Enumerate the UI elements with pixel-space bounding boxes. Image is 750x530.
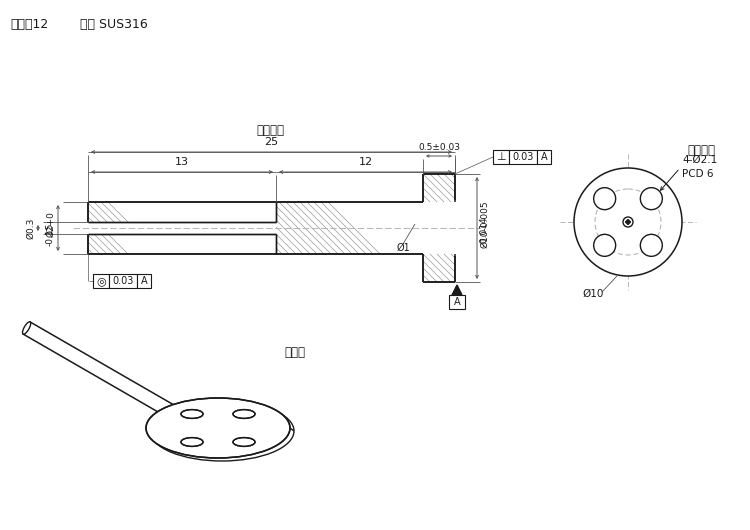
Bar (137, 274, 151, 288)
Text: -0.014: -0.014 (480, 217, 489, 255)
Text: 右側面図: 右側面図 (687, 144, 715, 156)
Bar (109, 274, 137, 288)
Text: 0.03: 0.03 (512, 152, 534, 162)
Text: 0.03: 0.03 (112, 276, 134, 286)
Text: Ø1: Ø1 (396, 243, 410, 253)
Circle shape (623, 217, 633, 227)
Bar (93, 274, 109, 288)
Text: 0.5±0.03: 0.5±0.03 (418, 143, 460, 152)
Text: -0.15: -0.15 (46, 222, 55, 246)
Text: A: A (541, 152, 548, 162)
Text: 4-Ø2.1: 4-Ø2.1 (682, 155, 717, 165)
Text: Ø10-0.005: Ø10-0.005 (480, 200, 489, 248)
Circle shape (594, 234, 616, 257)
Ellipse shape (181, 410, 203, 418)
Ellipse shape (181, 438, 203, 446)
Ellipse shape (22, 322, 31, 334)
Ellipse shape (233, 410, 255, 418)
Bar (493, 150, 509, 164)
Text: 12: 12 (358, 157, 373, 167)
Bar (509, 150, 537, 164)
Ellipse shape (233, 438, 255, 446)
Circle shape (640, 234, 662, 257)
Text: A: A (454, 297, 460, 307)
Ellipse shape (146, 398, 290, 458)
Text: Ø0.3: Ø0.3 (26, 217, 35, 238)
Circle shape (640, 188, 662, 210)
Circle shape (574, 168, 682, 276)
Text: Ø2+0: Ø2+0 (46, 211, 55, 237)
Polygon shape (626, 219, 631, 225)
Text: Ø10: Ø10 (582, 289, 603, 299)
Text: 材質 SUS316: 材質 SUS316 (80, 18, 148, 31)
Text: A: A (141, 276, 147, 286)
Text: PCD 6: PCD 6 (682, 169, 713, 179)
Circle shape (594, 188, 616, 210)
Text: ⊥: ⊥ (496, 152, 506, 162)
Ellipse shape (150, 401, 294, 461)
Text: 25: 25 (265, 137, 278, 147)
Bar (537, 150, 551, 164)
Polygon shape (23, 322, 190, 427)
Polygon shape (452, 285, 462, 295)
Text: 縦断面図: 縦断面図 (256, 123, 284, 137)
Text: 斜視図: 斜視図 (284, 347, 305, 359)
Bar (449, 295, 465, 309)
Text: 製品例12: 製品例12 (10, 18, 48, 31)
Text: ◎: ◎ (96, 276, 106, 286)
Text: 13: 13 (175, 157, 189, 167)
